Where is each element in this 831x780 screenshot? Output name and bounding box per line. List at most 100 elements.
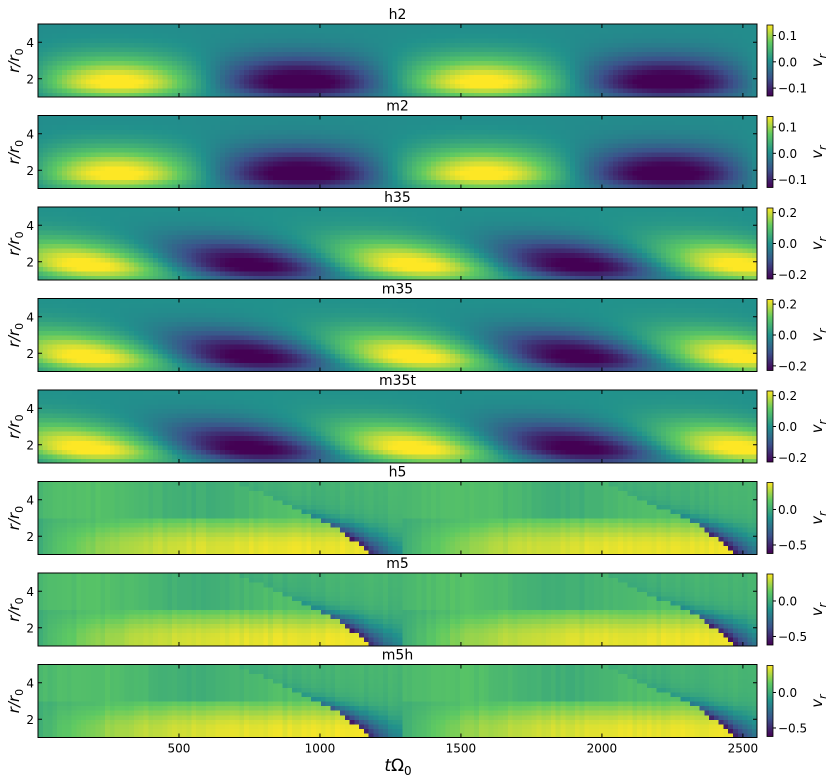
heatmap-cell [469, 69, 475, 75]
heatmap-cell [210, 24, 216, 30]
heatmap-cell [282, 147, 288, 153]
heatmap-cell [656, 147, 662, 153]
heatmap-cell [277, 42, 284, 48]
heatmap-cell [555, 51, 562, 57]
heatmap-cell [177, 174, 183, 180]
heatmap-cell [277, 69, 284, 75]
heatmap-cell [689, 179, 696, 185]
heatmap-cell [402, 42, 408, 48]
heatmap-cell [474, 133, 480, 139]
heatmap-cell [435, 152, 442, 158]
heatmap-cell [100, 183, 106, 190]
heatmap-cell [90, 24, 97, 30]
heatmap-cell [129, 161, 135, 167]
heatmap-cell [177, 115, 183, 121]
heatmap-cell [191, 115, 197, 121]
heatmap-cell [129, 78, 135, 84]
heatmap-cell [498, 183, 504, 190]
heatmap-cell [622, 92, 629, 98]
heatmap-cell [229, 69, 236, 75]
heatmap-cell [704, 83, 710, 89]
heatmap-cell [709, 42, 715, 48]
heatmap-cell [167, 69, 173, 75]
heatmap-cell [694, 170, 701, 176]
heatmap-cell [57, 156, 63, 162]
heatmap-cell [728, 147, 734, 153]
heatmap-cell [531, 183, 538, 190]
heatmap-cell [224, 33, 231, 39]
heatmap-cell [737, 87, 744, 94]
heatmap-cell [469, 138, 475, 144]
heatmap-cell [584, 120, 590, 126]
heatmap-cell [637, 138, 643, 144]
heatmap-cell [205, 152, 212, 158]
heatmap-cell [253, 156, 260, 162]
heatmap-cell [550, 275, 557, 281]
heatmap-cell [426, 92, 432, 98]
heatmap-cell [172, 152, 178, 158]
heatmap-cell [153, 78, 159, 84]
heatmap-cell [253, 69, 260, 75]
heatmap-cell [215, 161, 221, 167]
heatmap-cell [493, 152, 499, 158]
heatmap-cell [502, 170, 509, 176]
heatmap-cell [493, 161, 499, 167]
heatmap-cell [167, 165, 173, 171]
heatmap-cell [277, 152, 284, 158]
heatmap-cell [431, 138, 437, 144]
heatmap-cell [397, 183, 403, 190]
heatmap-cell [402, 120, 408, 126]
heatmap-cell [680, 147, 686, 153]
heatmap-cell [689, 51, 696, 57]
heatmap-cell [426, 51, 432, 57]
heatmap-cell [244, 74, 250, 80]
heatmap-cell [71, 78, 77, 84]
heatmap-cell [431, 24, 437, 30]
heatmap-cell [498, 124, 504, 130]
heatmap-cell [407, 60, 413, 66]
heatmap-cell [306, 87, 312, 94]
heatmap-cell [579, 42, 586, 48]
heatmap-cell [728, 60, 734, 66]
heatmap-cell [229, 42, 236, 48]
heatmap-cell [52, 55, 58, 62]
heatmap-cell [426, 83, 432, 89]
heatmap-cell [162, 115, 169, 121]
heatmap-cell [277, 115, 284, 121]
heatmap-cell [76, 74, 82, 80]
heatmap-cells-h2 [38, 24, 758, 98]
heatmap-cell [426, 152, 432, 158]
heatmap-cell [215, 65, 221, 71]
heatmap-cell [316, 24, 322, 30]
heatmap-cell [397, 179, 403, 185]
heatmap-cell [292, 60, 298, 66]
heatmap-cell [172, 28, 178, 34]
heatmap-cell [57, 142, 63, 149]
heatmap-cell [263, 161, 269, 167]
heatmap-cell [531, 165, 538, 171]
heatmap-cell [229, 124, 236, 130]
heatmap-cell [665, 138, 672, 144]
heatmap-cell [541, 161, 547, 167]
heatmap-cell [287, 165, 293, 171]
heatmap-cell [373, 51, 379, 57]
heatmap-cell [392, 69, 399, 75]
heatmap-cell [354, 174, 360, 180]
heatmap-cell [301, 152, 308, 158]
heatmap-cell [440, 124, 447, 130]
heatmap-cell [52, 275, 58, 281]
heatmap-cell [613, 24, 619, 30]
heatmap-cell [330, 275, 336, 281]
heatmap-cell [42, 179, 49, 185]
heatmap-cell [507, 179, 514, 185]
heatmap-cell [603, 60, 609, 66]
heatmap-cell [555, 37, 562, 43]
heatmap-cell [493, 174, 499, 180]
heatmap-cell [244, 165, 250, 171]
heatmap-cell [526, 92, 533, 98]
heatmap-cell [397, 115, 403, 121]
heatmap-cell [493, 275, 499, 281]
heatmap-cell [594, 87, 600, 94]
heatmap-cell [699, 46, 705, 52]
